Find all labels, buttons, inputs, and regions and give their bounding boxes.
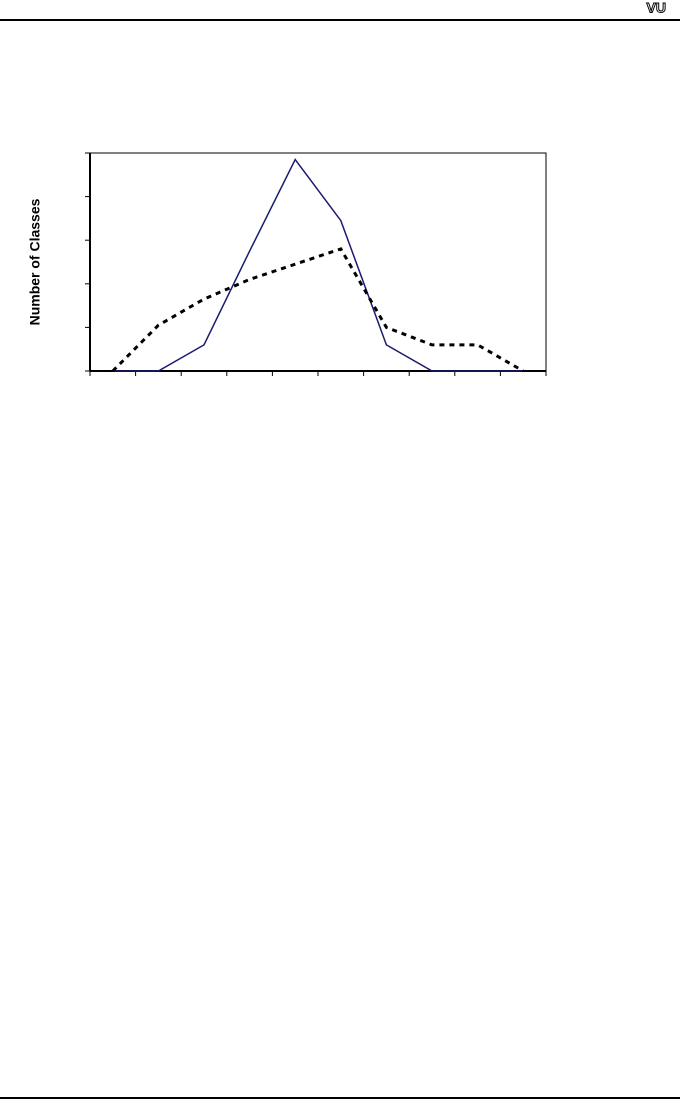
logo: VU: [647, 0, 666, 16]
series-line: [112, 158, 524, 372]
y-axis-label: Number of Classes: [27, 198, 43, 325]
series-line: [111, 247, 524, 373]
plot-frame: [89, 152, 547, 372]
